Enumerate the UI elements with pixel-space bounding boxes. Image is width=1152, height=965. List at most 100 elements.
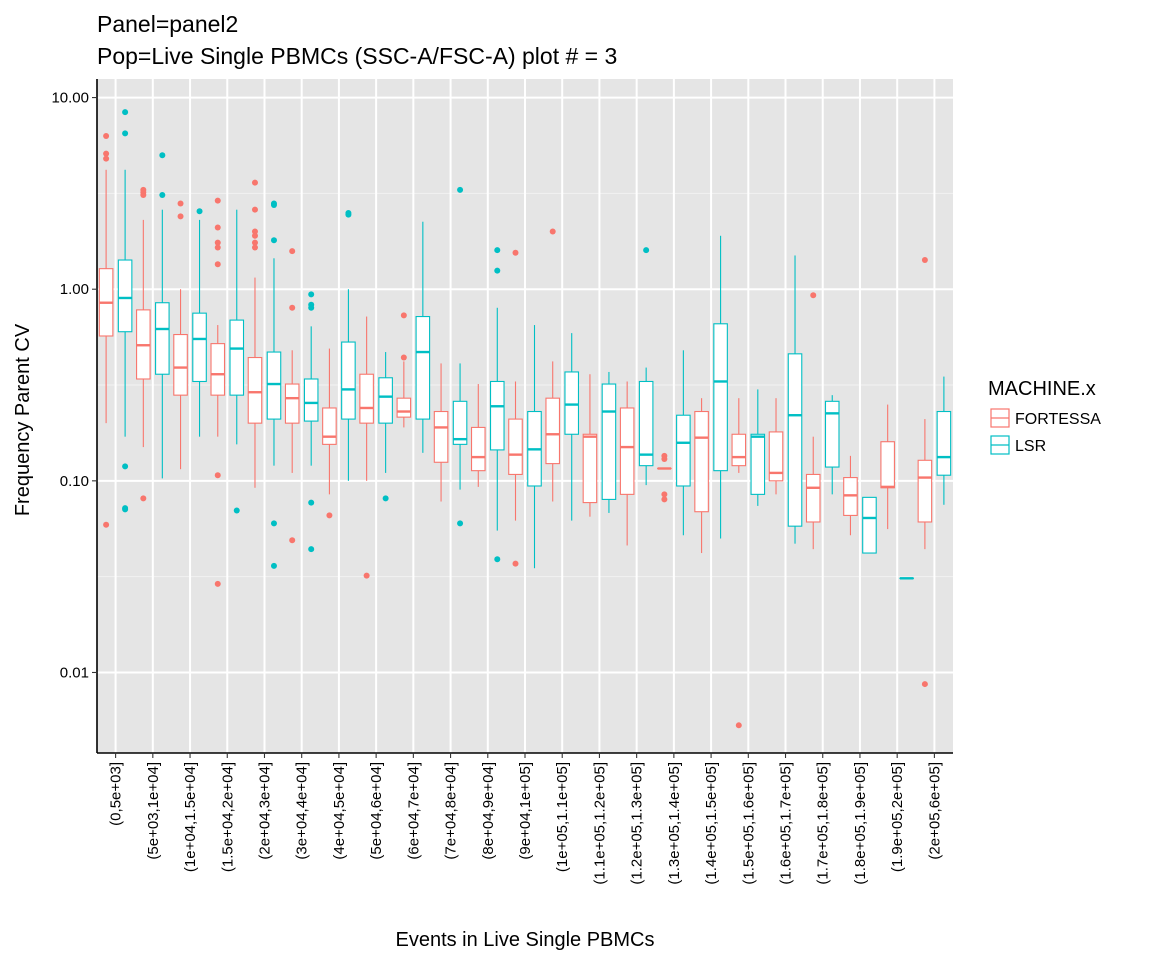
outlier-point	[550, 229, 556, 235]
outlier-point	[122, 130, 128, 136]
outlier-point	[308, 500, 314, 506]
x-tick-label: (1.9e+05,2e+05]	[889, 762, 906, 872]
x-tick-label: (3e+04,4e+04]	[294, 762, 311, 860]
box-body	[491, 381, 505, 449]
outlier-point	[122, 506, 128, 512]
outlier-point	[178, 201, 184, 207]
box-body	[156, 303, 170, 375]
legend-title: MACHINE.x	[988, 378, 1096, 400]
outlier-point	[234, 508, 240, 514]
box-body	[248, 358, 262, 424]
box-body	[453, 401, 467, 444]
outlier-point	[383, 495, 389, 501]
outlier-point	[364, 573, 370, 579]
box-body	[434, 412, 448, 463]
x-tick-label: (1.3e+05,1.4e+05]	[666, 762, 683, 885]
outlier-point	[513, 250, 519, 256]
x-tick-label: (1e+04,1.5e+04]	[182, 762, 199, 872]
outlier-point	[661, 456, 667, 462]
y-tick-label: 1.00	[60, 281, 89, 298]
box-body	[937, 412, 951, 476]
x-tick-label: (1.7e+05,1.8e+05]	[815, 762, 832, 885]
box-body	[863, 497, 877, 553]
outlier-point	[215, 261, 221, 267]
outlier-point	[922, 257, 928, 263]
box-body	[620, 408, 634, 494]
outlier-point	[215, 198, 221, 204]
x-tick-label: (1.2e+05,1.3e+05]	[629, 762, 646, 885]
outlier-point	[308, 546, 314, 552]
outlier-point	[252, 245, 258, 251]
outlier-point	[271, 202, 277, 208]
outlier-point	[401, 312, 407, 318]
outlier-point	[289, 248, 295, 254]
outlier-point	[215, 224, 221, 230]
outlier-point	[289, 305, 295, 311]
x-tick-label: (9e+04,1e+05]	[517, 762, 534, 860]
x-tick-label: (1e+05,1.1e+05]	[554, 762, 571, 872]
outlier-point	[326, 512, 332, 518]
outlier-point	[661, 496, 667, 502]
outlier-point	[308, 305, 314, 311]
outlier-point	[643, 247, 649, 253]
box-body	[732, 434, 746, 465]
outlier-point	[252, 207, 258, 213]
outlier-point	[736, 722, 742, 728]
x-tick-label: (1.1e+05,1.2e+05]	[591, 762, 608, 885]
box-body	[751, 434, 765, 494]
outlier-point	[289, 537, 295, 543]
outlier-point	[103, 156, 109, 162]
box-body	[211, 344, 225, 396]
box-body	[695, 412, 709, 512]
x-tick-label: (1.4e+05,1.5e+05]	[703, 762, 720, 885]
box-body	[193, 313, 207, 381]
box-body	[788, 354, 802, 526]
outlier-point	[494, 556, 500, 562]
box-lsr	[863, 497, 877, 553]
outlier-point	[178, 213, 184, 219]
x-tick-label: (2e+05,6e+05]	[926, 762, 943, 860]
x-tick-label: (8e+04,9e+04]	[480, 762, 497, 860]
y-tick-label: 0.01	[60, 664, 89, 681]
outlier-point	[215, 472, 221, 478]
box-body	[806, 474, 820, 522]
box-body	[379, 378, 393, 423]
outlier-point	[457, 187, 463, 193]
box-body	[825, 401, 839, 467]
y-tick-label: 10.00	[51, 90, 89, 107]
box-lsr	[602, 372, 616, 513]
x-tick-label: (2e+04,3e+04]	[256, 762, 273, 860]
box-body	[323, 408, 337, 444]
y-tick-label: 0.10	[60, 473, 89, 490]
y-axis-title: Frequency Parent CV	[12, 323, 34, 516]
box-body	[342, 342, 356, 419]
outlier-point	[215, 581, 221, 587]
outlier-point	[271, 520, 277, 526]
plot-panel	[97, 79, 953, 753]
x-tick-label: (0,5e+03]	[108, 762, 125, 826]
x-tick-label: (7e+04,8e+04]	[443, 762, 460, 860]
box-body	[677, 415, 691, 486]
outlier-point	[308, 291, 314, 297]
box-body	[230, 320, 244, 395]
outlier-point	[215, 245, 221, 251]
box-body	[267, 352, 281, 419]
box-body	[472, 427, 486, 470]
outlier-point	[810, 292, 816, 298]
outlier-point	[401, 355, 407, 361]
box-body	[565, 372, 579, 434]
outlier-point	[494, 247, 500, 253]
box-body	[602, 384, 616, 499]
box-body	[360, 374, 374, 423]
x-tick-label: (1.5e+05,1.6e+05]	[740, 762, 757, 885]
box-body	[918, 460, 932, 522]
outlier-point	[122, 109, 128, 115]
legend-label-lsr: LSR	[1015, 438, 1046, 455]
outlier-point	[513, 561, 519, 567]
outlier-point	[103, 133, 109, 139]
box-body	[304, 379, 318, 421]
outlier-point	[457, 520, 463, 526]
box-body	[285, 384, 299, 423]
box-body	[416, 317, 430, 420]
x-tick-label: (1.8e+05,1.9e+05]	[852, 762, 869, 885]
